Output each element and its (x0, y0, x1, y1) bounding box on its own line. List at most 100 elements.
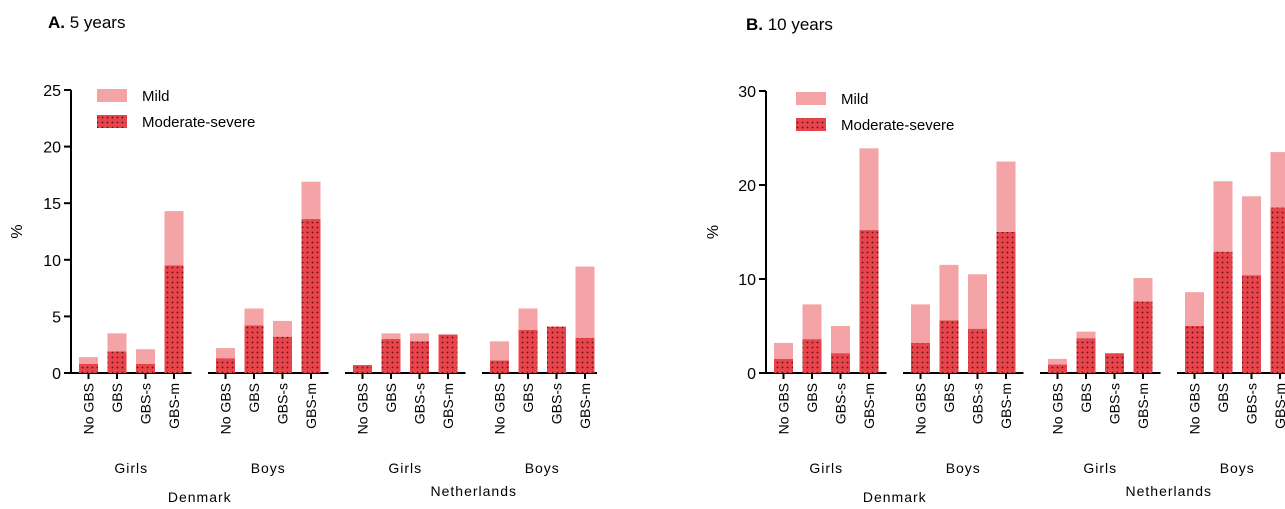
bar-moderate-severe (547, 326, 566, 373)
group-label-sex: Girls (1083, 460, 1117, 476)
country-label: Netherlands (431, 483, 518, 499)
bar-moderate-severe (1105, 353, 1124, 373)
x-tick-label: No GBS (1050, 383, 1066, 434)
legend-label-moderate-severe: Moderate-severe (142, 114, 255, 131)
bar-moderate-severe (353, 365, 372, 373)
bar-moderate-severe (1048, 364, 1067, 373)
group-label-sex: Boys (251, 460, 286, 476)
bar-moderate-severe (1213, 251, 1233, 373)
y-tick-label: 25 (43, 83, 61, 100)
legend: Mild Moderate-severe (796, 91, 954, 134)
bar-moderate-severe (216, 358, 235, 373)
x-tick-label: GBS (383, 383, 399, 413)
x-tick-label: GBS (1215, 383, 1231, 413)
y-tick-label: 0 (52, 366, 61, 383)
x-tick-label: GBS-m (303, 383, 319, 429)
x-tick-label: GBS (520, 383, 536, 413)
bar-mild (968, 274, 987, 329)
x-tick-label: GBS-s (970, 383, 986, 424)
group-label-sex: Boys (1220, 460, 1255, 476)
x-tick-label: GBS-s (138, 383, 154, 424)
bar-mild (1048, 358, 1067, 365)
x-tick-label: GBS-m (1272, 383, 1285, 429)
bar-moderate-severe (273, 336, 292, 373)
x-tick-label: GBS-s (1107, 383, 1123, 424)
bar-mild (996, 161, 1016, 232)
x-tick-label: GBS (941, 383, 957, 413)
panel-title: B. 10 years (746, 15, 833, 34)
bar-mild (381, 333, 401, 340)
bar-mild (301, 181, 321, 220)
bar-moderate-severe (911, 342, 930, 373)
x-tick-label: No GBS (776, 383, 792, 434)
bar-moderate-severe (107, 351, 127, 373)
y-tick-label: 0 (747, 366, 756, 383)
bar-moderate-severe (136, 363, 155, 373)
y-tick-label: 10 (43, 253, 61, 270)
bar-moderate-severe (1185, 326, 1204, 373)
bar-moderate-severe (244, 325, 264, 373)
bar-mild (859, 148, 879, 231)
bar-moderate-severe (438, 334, 458, 373)
bar-mild (831, 326, 850, 354)
legend-label-moderate-severe: Moderate-severe (841, 117, 954, 134)
bar-mild (1133, 278, 1153, 302)
x-tick-label: GBS (1078, 383, 1094, 413)
y-tick-label: 30 (738, 84, 756, 101)
panel-b: B. 10 years% 0 10 20 30 No GBS GBS GBS-s GBS-m Gi… (705, 15, 1285, 505)
x-tick-label: GBS-m (861, 383, 877, 429)
bar-mild (107, 333, 127, 352)
bar-moderate-severe (1133, 301, 1153, 373)
bar-mild (136, 349, 155, 364)
x-tick-label: GBS-m (166, 383, 182, 429)
bar-moderate-severe (859, 230, 879, 373)
bar-moderate-severe (575, 337, 595, 373)
bar-moderate-severe (490, 360, 509, 373)
bar-moderate-severe (79, 363, 98, 373)
bar-moderate-severe (518, 329, 538, 373)
bar-mild (518, 308, 538, 330)
bar-mild (575, 266, 595, 338)
legend-swatch-moderate-severe (97, 115, 127, 128)
x-tick-label: No GBS (355, 383, 371, 434)
group-label-sex: Boys (525, 460, 560, 476)
y-tick-label: 10 (738, 272, 756, 289)
bar-moderate-severe (968, 328, 987, 373)
bar-moderate-severe (1242, 275, 1261, 373)
x-tick-label: GBS-s (1244, 383, 1260, 424)
x-tick-label: No GBS (492, 383, 508, 434)
bar-moderate-severe (164, 265, 184, 373)
y-tick-label: 5 (52, 309, 61, 326)
bar-mild (911, 304, 930, 343)
bar-moderate-severe (996, 232, 1016, 373)
bar-mild (939, 264, 959, 321)
bar-mild (1185, 292, 1204, 326)
legend-swatch-moderate-severe (796, 118, 826, 131)
bar-mild (1242, 196, 1261, 276)
x-tick-label: GBS-s (833, 383, 849, 424)
bar-moderate-severe (301, 219, 321, 373)
x-tick-label: GBS (804, 383, 820, 413)
y-tick-label: 20 (738, 178, 756, 195)
y-tick-label: 15 (43, 196, 61, 213)
group-label-sex: Girls (388, 460, 422, 476)
bar-mild (1213, 181, 1233, 252)
bar-mild (273, 320, 292, 337)
x-tick-label: GBS-m (577, 383, 593, 429)
x-tick-label: No GBS (81, 383, 97, 434)
group-label-sex: Girls (809, 460, 843, 476)
country-label: Denmark (168, 489, 232, 505)
bar-moderate-severe (774, 358, 793, 373)
x-tick-label: No GBS (913, 383, 929, 434)
legend-label-mild: Mild (841, 91, 869, 108)
x-tick-label: GBS-s (412, 383, 428, 424)
legend-swatch-mild (97, 89, 127, 102)
bar-mild (774, 342, 793, 359)
bar-mild (216, 348, 235, 359)
x-tick-label: GBS-m (1135, 383, 1151, 429)
country-label: Netherlands (1126, 483, 1213, 499)
x-tick-label: GBS-m (998, 383, 1014, 429)
bar-moderate-severe (802, 339, 822, 373)
bar-mild (1076, 331, 1096, 339)
bar-moderate-severe (381, 339, 401, 373)
